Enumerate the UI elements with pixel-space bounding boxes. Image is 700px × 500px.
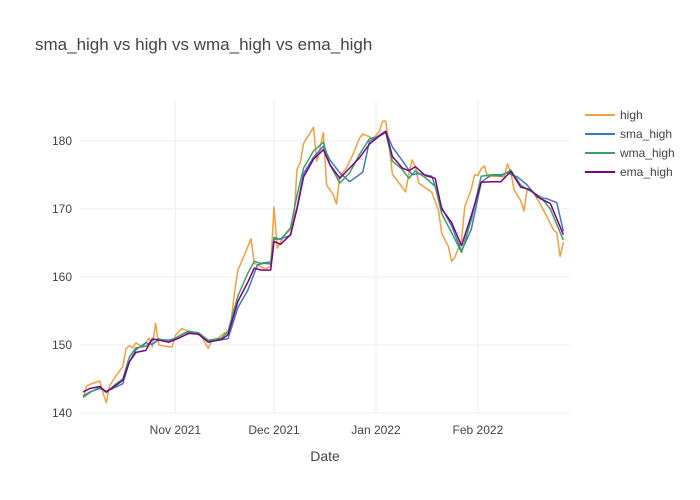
y-tick-label: 170 (52, 202, 72, 216)
series-layer (82, 120, 565, 404)
legend: high sma_high wma_high ema_high (585, 108, 675, 179)
series-line-wma_high (82, 131, 565, 398)
series-line-ema_high (82, 130, 565, 393)
x-axis-title: Date (310, 448, 340, 464)
series-line-sma_high (82, 130, 565, 397)
y-axis: 140 150 160 170 180 (52, 134, 72, 420)
legend-label-high: high (620, 108, 643, 122)
y-tick-label: 160 (52, 270, 72, 284)
y-tick-label: 140 (52, 406, 72, 420)
x-axis: Nov 2021 Dec 2021 Jan 2022 Feb 2022 (150, 423, 504, 437)
legend-label-sma_high: sma_high (620, 127, 672, 141)
y-tick-label: 180 (52, 134, 72, 148)
x-tick-label: Feb 2022 (453, 423, 504, 437)
series-line-high (82, 120, 565, 404)
x-tick-label: Dec 2021 (248, 423, 300, 437)
x-tick-label: Jan 2022 (351, 423, 401, 437)
chart-title: sma_high vs high vs wma_high vs ema_high (35, 35, 372, 54)
legend-label-ema_high: ema_high (620, 165, 673, 179)
x-tick-label: Nov 2021 (150, 423, 202, 437)
y-tick-label: 150 (52, 338, 72, 352)
legend-label-wma_high: wma_high (619, 146, 675, 160)
